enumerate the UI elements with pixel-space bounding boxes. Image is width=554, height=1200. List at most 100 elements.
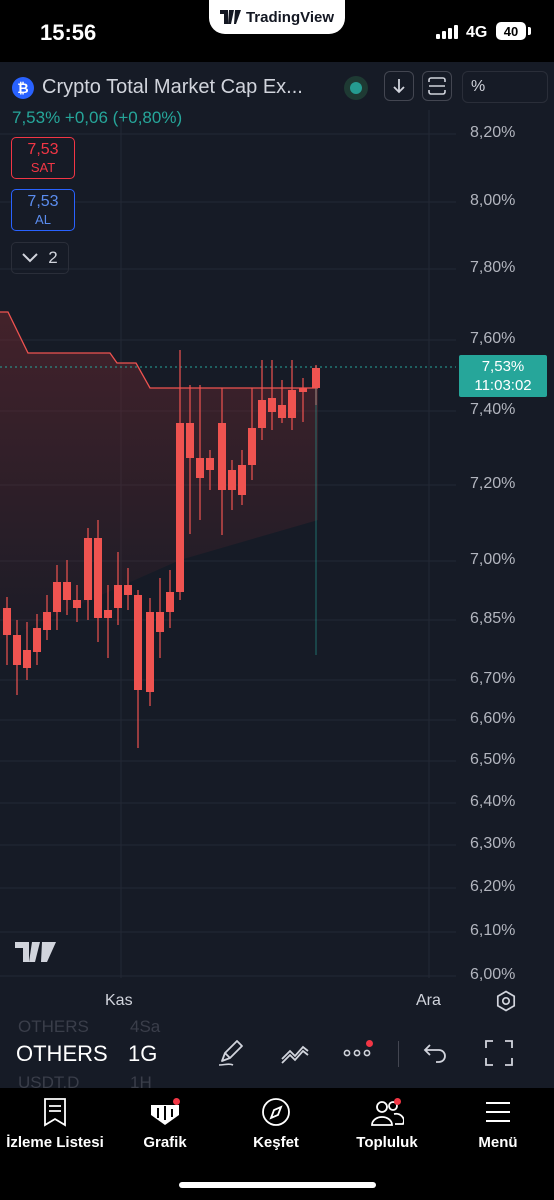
notification-dot	[394, 1098, 401, 1105]
clock: 15:56	[40, 20, 97, 45]
ghost-symbol: USDT.D	[18, 1073, 80, 1088]
price-axis-label: 7,60%	[470, 330, 516, 347]
tab-explore[interactable]: Keşfet	[221, 1096, 331, 1151]
candle-body	[206, 458, 214, 470]
candle-body	[104, 610, 112, 618]
tab-bar	[0, 1088, 554, 1200]
candles	[3, 350, 320, 748]
tab-watchlist[interactable]: İzleme Listesi	[0, 1096, 110, 1151]
price-axis-label: 7,00%	[470, 551, 516, 568]
indicators-icon[interactable]	[280, 1038, 310, 1068]
tab-label: Menü	[478, 1134, 518, 1151]
market-status-icon[interactable]	[344, 76, 368, 100]
chevron-down-icon	[22, 253, 38, 263]
candle-body	[176, 423, 184, 592]
candle-body	[258, 400, 266, 428]
candle-body	[312, 368, 320, 388]
candle-body	[33, 628, 41, 652]
price-axis-label: 7,20%	[470, 475, 516, 492]
app-pill-label: TradingView	[245, 8, 335, 26]
price-axis-label: 6,40%	[470, 793, 516, 810]
candle-body	[156, 612, 164, 632]
sell-button[interactable]: 7,53 SAT	[11, 137, 75, 179]
notification-dot	[173, 1098, 180, 1105]
tradingview-pill[interactable]: TradingView	[209, 0, 345, 34]
x-axis-label-ara: Ara	[416, 992, 441, 1009]
compare-button[interactable]	[422, 71, 452, 101]
candle-body	[124, 585, 132, 595]
sell-label: SAT	[30, 160, 56, 175]
price-axis-label: 6,85%	[470, 610, 516, 627]
candle-body	[196, 458, 204, 478]
tab-label: Topluluk	[356, 1134, 418, 1151]
candle-body	[268, 398, 276, 412]
signal-icon	[436, 25, 458, 39]
price-axis-label: 7,40%	[470, 401, 516, 418]
more-icon[interactable]	[342, 1038, 372, 1068]
compare-input[interactable]: %	[462, 71, 548, 103]
candle-body	[114, 585, 122, 608]
price-chart[interactable]	[0, 62, 554, 1018]
price-axis-label: 6,60%	[470, 710, 516, 727]
buy-label: AL	[35, 212, 51, 227]
candle-body	[166, 592, 174, 612]
tradingview-logo-icon	[219, 10, 241, 24]
price-axis-label: 6,10%	[470, 922, 516, 939]
tab-menu[interactable]: Menü	[443, 1096, 553, 1151]
indicators-toggle-button[interactable]: 2	[11, 242, 69, 274]
countdown-timer: 11:03:02	[474, 377, 532, 394]
battery-tip	[528, 27, 531, 35]
drawing-pen-icon[interactable]	[216, 1038, 246, 1068]
tab-label: Keşfet	[253, 1134, 299, 1151]
symbol-selector[interactable]: OTHERS	[16, 1041, 108, 1066]
ghost-symbol: OTHERS	[18, 1018, 89, 1036]
chart-settings-icon[interactable]	[495, 990, 517, 1012]
fullscreen-icon[interactable]	[484, 1038, 514, 1068]
candle-body	[3, 608, 11, 635]
price-axis-label: 6,70%	[470, 670, 516, 687]
last-price-value: 7,53%	[481, 358, 525, 375]
tab-label: İzleme Listesi	[6, 1134, 104, 1151]
candle-body	[299, 388, 307, 392]
x-axis-label-kas: Kas	[105, 992, 133, 1009]
price-axis-label: 8,00%	[470, 192, 516, 209]
watchlist-icon	[44, 1098, 66, 1127]
price-axis-label: 7,80%	[470, 259, 516, 276]
undo-icon[interactable]	[420, 1038, 450, 1068]
candle-body	[186, 423, 194, 458]
tab-label: Grafik	[143, 1134, 187, 1151]
price-axis-label: 6,50%	[470, 751, 516, 768]
candle-body	[43, 612, 51, 630]
home-indicator	[179, 1182, 376, 1188]
price-axis-label: 6,30%	[470, 835, 516, 852]
compare-icon	[428, 77, 446, 95]
candle-body	[288, 390, 296, 418]
candle-body	[13, 635, 21, 665]
buy-price: 7,53	[27, 193, 59, 210]
tradingview-watermark-icon	[15, 942, 56, 962]
compass-icon	[262, 1098, 290, 1126]
chart-toolbar: OTHERS 4Sa USDT.D 1H	[0, 1018, 554, 1088]
candle-body	[73, 600, 81, 608]
candle-body	[63, 582, 71, 600]
tab-community[interactable]: Topluluk	[332, 1096, 442, 1151]
community-icon	[371, 1101, 404, 1126]
candle-body	[84, 538, 92, 600]
indicator-area	[0, 312, 318, 640]
candle-body	[218, 423, 226, 490]
tab-chart[interactable]: Grafik	[110, 1096, 220, 1151]
candle-body	[134, 595, 142, 690]
symbol-title[interactable]: Crypto Total Market Cap Ex...	[42, 76, 303, 98]
chart-icon	[151, 1105, 179, 1125]
price-change-line: 7,53% +0,06 (+0,80%)	[12, 108, 183, 127]
interval-selector[interactable]: 1G	[128, 1041, 158, 1066]
arrow-down-icon	[393, 79, 405, 94]
candle-body	[94, 538, 102, 618]
arrow-down-button[interactable]	[384, 71, 414, 101]
toolbar-divider	[398, 1041, 399, 1067]
price-axis-label: 6,00%	[470, 966, 516, 983]
ghost-interval: 4Sa	[130, 1018, 161, 1036]
buy-button[interactable]: 7,53 AL	[11, 189, 75, 231]
symbol-logo-icon[interactable]: ₿	[12, 77, 34, 99]
last-price-badge: 7,53% 11:03:02	[459, 355, 547, 397]
